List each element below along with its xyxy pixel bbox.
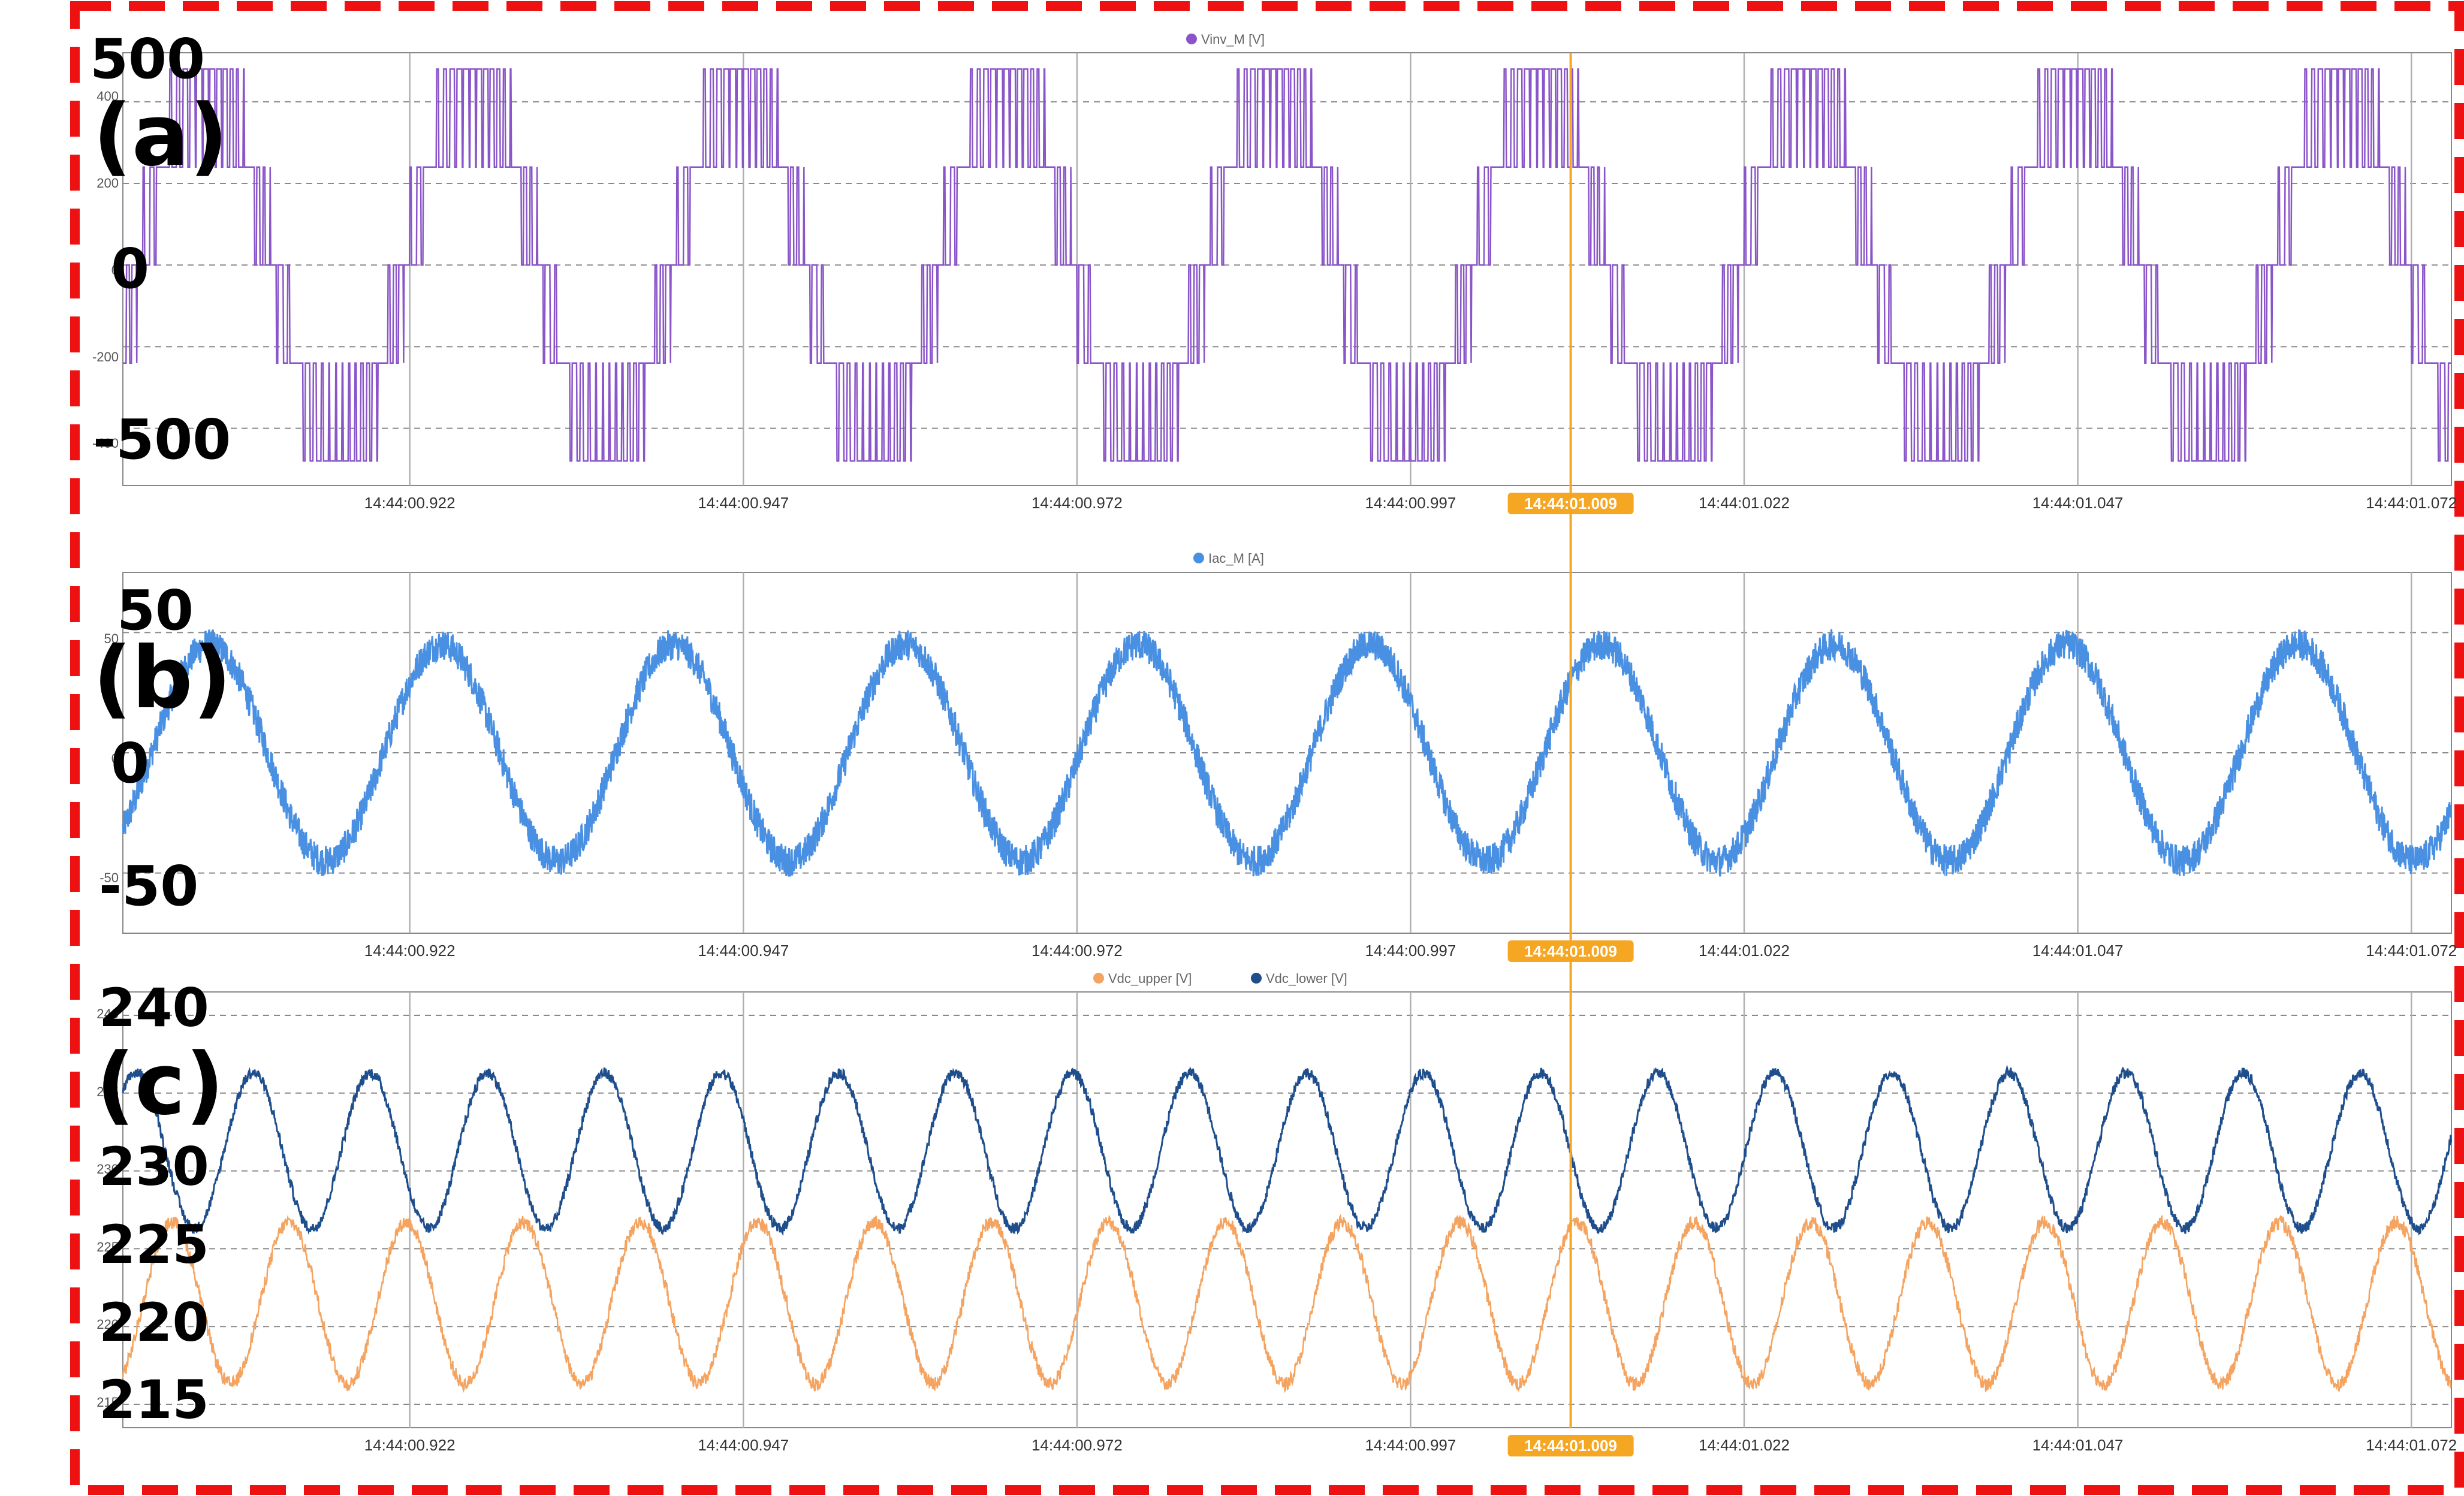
big-tick-label: 220 [99, 1292, 209, 1353]
panel-c-label: (c) [96, 1035, 224, 1134]
vdc-lower-trace [122, 1064, 2453, 1236]
panel-a-vinv: Vinv_M [V] 400 200 0 -200 -400 500 0 -50… [90, 27, 2457, 512]
time-tick-label: 14:44:01.047 [2032, 494, 2124, 512]
panel-a-label: (a) [93, 86, 228, 185]
time-tick-label: 14:44:00.972 [1032, 1436, 1123, 1454]
time-tick-label: 14:44:00.922 [364, 494, 456, 512]
panel-c-legend: Vdc_upper [V] Vdc_lower [V] [1093, 971, 1347, 986]
figure-frame [70, 1, 2464, 1495]
time-tick-label: 14:44:00.947 [698, 942, 789, 960]
tick-label: 215 [96, 1395, 119, 1410]
panel-c-time-axis: 14:44:00.922 14:44:00.947 14:44:00.972 14:4… [364, 1436, 2457, 1454]
tick-label: 0 [111, 751, 119, 766]
panel-b-legend: Iac_M [A] [1193, 551, 1264, 566]
tick-label: 240 [96, 1006, 119, 1021]
panel-a-big-ticks: 500 0 -500 [90, 27, 231, 472]
panel-b-small-ticks: 50 0 -50 [99, 631, 119, 885]
panel-a-plot-area [122, 52, 2452, 486]
panel-b-iac: Iac_M [A] 50 0 -50 50 0 -50 (b) 14:44:00… [93, 551, 2457, 960]
time-tick-label: 14:44:01.022 [1699, 1436, 1790, 1454]
time-tick-label: 14:44:00.972 [1032, 942, 1123, 960]
big-tick-label: 225 [99, 1214, 209, 1275]
vinv-legend-dot [1186, 34, 1197, 44]
tick-label: 50 [104, 631, 119, 646]
time-tick-label: 14:44:01.022 [1699, 942, 1790, 960]
tick-label: -200 [92, 349, 119, 364]
panel-c-plot-area [122, 991, 2452, 1428]
tick-label: -50 [99, 870, 119, 885]
cursor-badge [1507, 493, 1634, 514]
panel-b-big-ticks: 50 0 -50 [99, 578, 198, 918]
tick-label: -400 [92, 436, 119, 451]
tick-label: 0 [111, 263, 119, 278]
time-tick-label: 14:44:00.947 [698, 494, 789, 512]
tick-label: 230 [96, 1162, 119, 1177]
panel-c-big-ticks: 240 230 225 220 215 [99, 977, 209, 1431]
panel-c-small-ticks: 240 235 230 225 220 215 [96, 1006, 119, 1410]
panel-b-time-gridlines [409, 572, 2412, 933]
time-tick-label: 14:44:01.047 [2032, 1436, 2124, 1454]
iac-legend-dot [1193, 553, 1204, 563]
vdc-lower-legend-text: Vdc_lower [V] [1266, 971, 1347, 986]
panel-a-small-ticks: 400 200 0 -200 -400 [92, 89, 119, 451]
cursor-badge-label: 14:44:01.009 [1524, 494, 1617, 512]
big-tick-label: -500 [93, 408, 231, 472]
vdc-upper-trace [122, 1213, 2452, 1394]
vdc-upper-legend-dot [1093, 973, 1104, 984]
tick-label: 235 [96, 1084, 119, 1099]
time-tick-label: 14:44:00.972 [1032, 494, 1123, 512]
vinv-trace [123, 68, 2451, 462]
panel-c-time-gridlines [409, 992, 2412, 1428]
time-tick-label: 14:44:00.997 [1365, 1436, 1456, 1454]
cursor-badge-label: 14:44:01.009 [1524, 942, 1617, 960]
time-tick-label: 14:44:01.072 [2366, 494, 2457, 512]
tick-label: 225 [96, 1239, 119, 1254]
time-tick-label: 14:44:00.997 [1365, 942, 1456, 960]
big-tick-label: 215 [99, 1369, 209, 1431]
cursor-badge-label: 14:44:01.009 [1524, 1437, 1617, 1455]
panel-b-legend-text: Iac_M [A] [1208, 551, 1264, 566]
vdc-upper-legend-text: Vdc_upper [V] [1108, 971, 1192, 986]
panel-a-legend-text: Vinv_M [V] [1201, 32, 1265, 47]
big-tick-label: -50 [99, 854, 198, 918]
panel-a-time-axis: 14:44:00.922 14:44:00.947 14:44:00.972 14:4… [364, 494, 2457, 512]
vdc-lower-legend-dot [1251, 973, 1262, 984]
time-tick-label: 14:44:01.072 [2366, 1436, 2457, 1454]
tick-label: 200 [96, 176, 119, 191]
tick-label: 220 [96, 1317, 119, 1332]
big-tick-label: 230 [99, 1136, 209, 1198]
time-tick-label: 14:44:01.022 [1699, 494, 1790, 512]
time-tick-label: 14:44:00.922 [364, 942, 456, 960]
panel-a-legend: Vinv_M [V] [1186, 32, 1265, 47]
panel-c-vdc: Vdc_upper [V] Vdc_lower [V] 240 235 230 … [96, 971, 2457, 1454]
time-cursor-badges: 14:44:01.009 14:44:01.009 14:44:01.009 [1507, 493, 1634, 1456]
time-tick-label: 14:44:00.997 [1365, 494, 1456, 512]
time-tick-label: 14:44:01.047 [2032, 942, 2124, 960]
cursor-badge [1507, 940, 1634, 962]
big-tick-label: 0 [111, 237, 149, 301]
cursor-badge [1507, 1435, 1634, 1456]
time-tick-label: 14:44:00.922 [364, 1436, 456, 1454]
big-tick-label: 0 [111, 731, 149, 795]
iac-trace [122, 629, 2453, 877]
big-tick-label: 240 [99, 977, 209, 1039]
time-tick-label: 14:44:00.947 [698, 1436, 789, 1454]
big-tick-label: 50 [117, 578, 194, 643]
panel-b-time-axis: 14:44:00.922 14:44:00.947 14:44:00.972 14:4… [364, 942, 2457, 960]
tick-label: 400 [96, 89, 119, 104]
big-tick-label: 500 [90, 27, 205, 91]
panel-b-label: (b) [93, 629, 231, 728]
time-tick-label: 14:44:01.072 [2366, 942, 2457, 960]
